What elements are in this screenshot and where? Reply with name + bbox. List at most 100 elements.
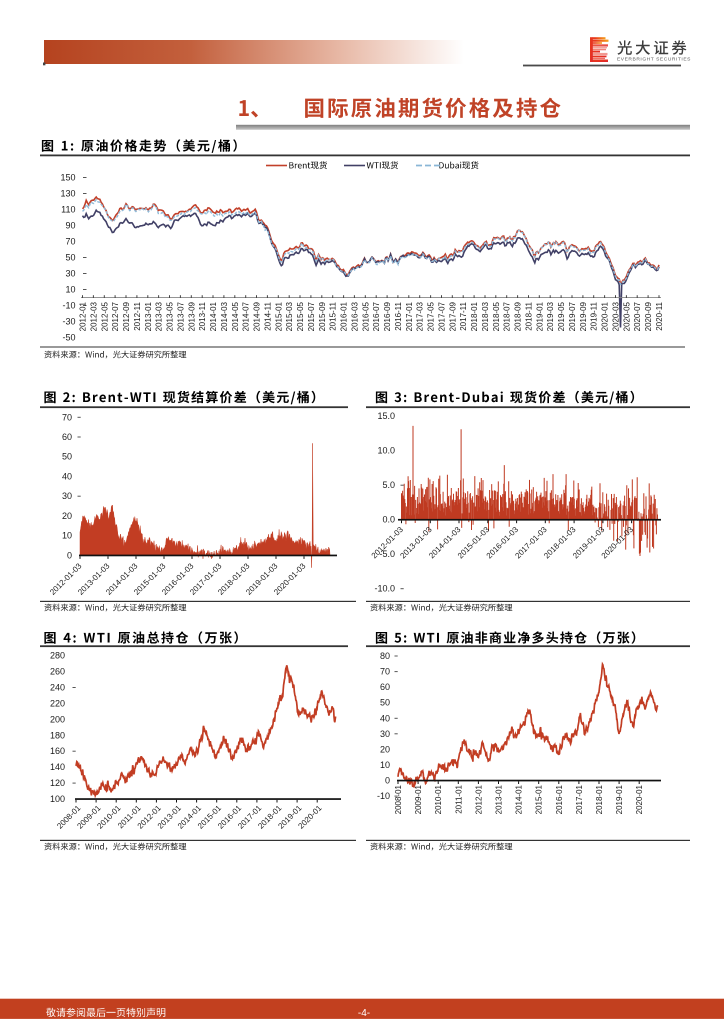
svg-text:160: 160 <box>50 746 65 756</box>
svg-text:2019-01: 2019-01 <box>615 784 624 814</box>
svg-text:2015-01: 2015-01 <box>535 784 544 814</box>
svg-text:2018-09: 2018-09 <box>514 301 523 331</box>
svg-text:2019-11: 2019-11 <box>590 301 599 330</box>
svg-text:-10: -10 <box>377 791 390 801</box>
svg-text:-10.0: -10.0 <box>374 584 395 594</box>
svg-text:2012-01: 2012-01 <box>474 784 483 814</box>
svg-text:50: 50 <box>65 253 75 263</box>
svg-text:30: 30 <box>380 729 390 739</box>
svg-text:15.0: 15.0 <box>377 411 395 421</box>
svg-text:2020-01: 2020-01 <box>601 301 610 331</box>
svg-text:2013-03: 2013-03 <box>155 301 164 331</box>
svg-text:2012-01: 2012-01 <box>79 301 88 331</box>
svg-text:70: 70 <box>65 237 75 247</box>
svg-text:2016-09: 2016-09 <box>383 301 392 331</box>
svg-text:10: 10 <box>62 531 72 541</box>
svg-text:20: 20 <box>380 744 390 754</box>
svg-text:70: 70 <box>62 412 72 422</box>
svg-text:180: 180 <box>50 730 65 740</box>
svg-text:40: 40 <box>62 472 72 482</box>
svg-text:2013-05: 2013-05 <box>166 301 175 331</box>
svg-text:2014-07: 2014-07 <box>242 301 251 331</box>
svg-text:2017-05: 2017-05 <box>427 301 436 331</box>
svg-text:50: 50 <box>62 452 72 462</box>
svg-text:2014-05: 2014-05 <box>231 301 240 331</box>
svg-text:2013-01: 2013-01 <box>495 784 504 814</box>
svg-text:2013-11: 2013-11 <box>198 301 207 330</box>
svg-text:2017-01: 2017-01 <box>405 301 414 331</box>
svg-text:50: 50 <box>380 698 390 708</box>
svg-text:140: 140 <box>50 762 65 772</box>
svg-text:2018-05: 2018-05 <box>492 301 501 331</box>
svg-text:40: 40 <box>380 713 390 723</box>
svg-text:0: 0 <box>67 550 72 560</box>
svg-text:2014-01: 2014-01 <box>209 301 218 331</box>
svg-text:5.0: 5.0 <box>382 480 395 490</box>
svg-text:2020-11: 2020-11 <box>655 301 664 330</box>
svg-text:2011-01: 2011-01 <box>454 784 463 813</box>
svg-text:30: 30 <box>65 269 75 279</box>
svg-text:2020-01: 2020-01 <box>635 784 644 814</box>
svg-text:2016-11: 2016-11 <box>394 301 403 330</box>
svg-text:2020-05: 2020-05 <box>622 301 631 331</box>
svg-text:-30: -30 <box>62 317 75 327</box>
svg-text:2015-09: 2015-09 <box>318 301 327 331</box>
svg-text:2015-07: 2015-07 <box>307 301 316 331</box>
svg-text:30: 30 <box>62 491 72 501</box>
svg-text:2015-05: 2015-05 <box>296 301 305 331</box>
svg-text:2017-07: 2017-07 <box>438 301 447 331</box>
svg-text:70: 70 <box>380 667 390 677</box>
svg-text:2010-01: 2010-01 <box>434 784 443 814</box>
svg-text:2009-01: 2009-01 <box>414 784 423 814</box>
svg-text:2014-09: 2014-09 <box>253 301 262 331</box>
svg-text:2018-03: 2018-03 <box>481 301 490 331</box>
svg-text:130: 130 <box>60 189 75 199</box>
svg-text:2019-05: 2019-05 <box>557 301 566 331</box>
svg-text:2015-01: 2015-01 <box>274 301 283 331</box>
svg-text:280: 280 <box>50 651 65 661</box>
svg-text:2014-11: 2014-11 <box>263 301 272 330</box>
svg-text:2018-01: 2018-01 <box>470 301 479 331</box>
svg-text:-4-: -4- <box>358 1008 370 1019</box>
svg-text:2016-03: 2016-03 <box>350 301 359 331</box>
svg-text:2017-09: 2017-09 <box>448 301 457 331</box>
svg-text:2013-09: 2013-09 <box>187 301 196 331</box>
svg-text:20: 20 <box>62 511 72 521</box>
svg-text:120: 120 <box>50 778 65 788</box>
svg-text:2018-11: 2018-11 <box>525 301 534 330</box>
svg-text:0.0: 0.0 <box>382 515 395 525</box>
svg-text:2017-03: 2017-03 <box>416 301 425 331</box>
svg-text:2012-07: 2012-07 <box>111 301 120 331</box>
svg-text:200: 200 <box>50 714 65 724</box>
svg-text:240: 240 <box>50 683 65 693</box>
svg-text:2018-07: 2018-07 <box>503 301 512 331</box>
svg-text:2015-03: 2015-03 <box>285 301 294 331</box>
svg-text:2014-01: 2014-01 <box>515 784 524 814</box>
svg-text:0: 0 <box>385 776 390 786</box>
svg-text:220: 220 <box>50 698 65 708</box>
svg-text:2012-05: 2012-05 <box>100 301 109 331</box>
svg-text:2020-07: 2020-07 <box>633 301 642 331</box>
svg-text:2019-01: 2019-01 <box>535 301 544 331</box>
svg-text:2013-07: 2013-07 <box>176 301 185 331</box>
svg-text:2017-01: 2017-01 <box>575 784 584 814</box>
svg-text:110: 110 <box>61 205 75 215</box>
svg-text:10: 10 <box>65 285 75 295</box>
svg-text:2017-11: 2017-11 <box>459 301 468 330</box>
svg-text:-50: -50 <box>62 333 75 343</box>
svg-text:100: 100 <box>50 794 65 804</box>
svg-text:2019-03: 2019-03 <box>546 301 555 331</box>
svg-text:60: 60 <box>62 432 72 442</box>
svg-text:2008-01: 2008-01 <box>394 784 403 814</box>
svg-text:-10: -10 <box>62 301 75 311</box>
svg-text:2019-09: 2019-09 <box>579 301 588 331</box>
svg-text:2012-09: 2012-09 <box>122 301 131 331</box>
svg-text:2018-01: 2018-01 <box>595 784 604 814</box>
svg-text:150: 150 <box>60 173 75 183</box>
svg-text:2015-11: 2015-11 <box>329 301 338 330</box>
svg-text:2016-05: 2016-05 <box>361 301 370 331</box>
svg-text:2016-01: 2016-01 <box>340 301 349 331</box>
svg-text:-5.0: -5.0 <box>379 549 395 559</box>
svg-text:2016-01: 2016-01 <box>555 784 564 814</box>
svg-text:60: 60 <box>380 682 390 692</box>
